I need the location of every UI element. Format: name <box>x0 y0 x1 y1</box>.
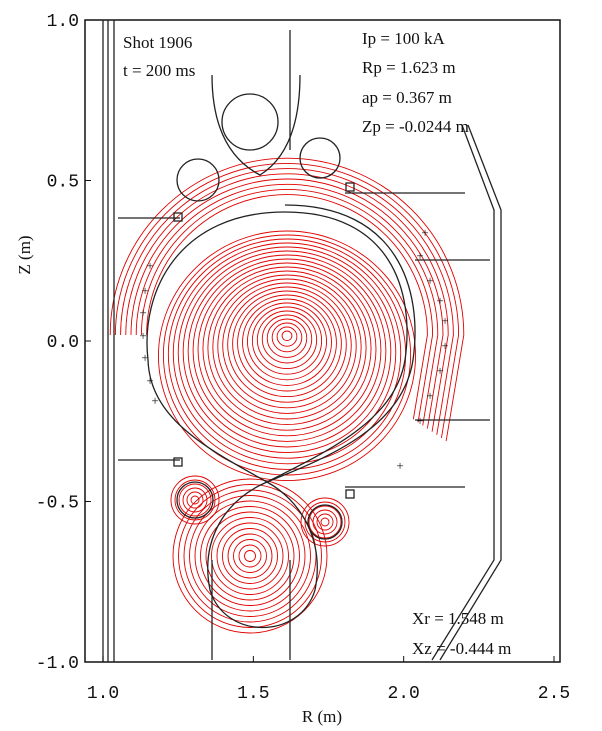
coil-marker: + <box>416 248 423 263</box>
y-axis-label: Z (m) <box>15 235 34 274</box>
contour <box>205 511 295 601</box>
contour <box>216 522 284 590</box>
contour <box>227 286 347 403</box>
contour <box>170 475 220 525</box>
contour <box>200 506 300 606</box>
annotation: Zp = -0.0244 m <box>362 117 469 136</box>
contour <box>187 254 387 448</box>
x-tick-label: 1.0 <box>87 684 119 704</box>
contour <box>146 194 428 420</box>
contour <box>261 314 313 364</box>
y-tick-label: -0.5 <box>36 494 79 514</box>
vessel <box>102 20 502 662</box>
annotation: t = 200 ms <box>123 61 195 80</box>
contour <box>246 302 328 381</box>
coil-marker: + <box>436 363 443 378</box>
contour <box>271 322 303 353</box>
contour <box>109 157 465 442</box>
contour <box>300 497 350 547</box>
annotation: Xr = 1.548 m <box>412 609 504 628</box>
coil-marker: + <box>139 328 146 343</box>
y-tick-label: 0.0 <box>47 333 79 353</box>
contour <box>194 500 306 612</box>
x-tick-label: 2.5 <box>538 684 570 704</box>
contour <box>237 294 337 392</box>
coil-marker: + <box>441 313 448 328</box>
coil-marker: + <box>141 283 148 298</box>
contour <box>182 487 208 513</box>
y-tick-label: -1.0 <box>36 654 79 674</box>
contour <box>172 242 402 465</box>
contour <box>192 258 382 442</box>
contour <box>172 478 328 634</box>
contour <box>256 310 318 370</box>
contour <box>281 330 293 342</box>
x-tick-label: 1.5 <box>237 684 269 704</box>
contour <box>207 270 367 426</box>
contour <box>211 517 289 595</box>
contour <box>182 250 392 454</box>
contour <box>308 505 342 539</box>
annotation: ap = 0.367 m <box>362 88 452 107</box>
contour <box>222 282 352 409</box>
contour <box>120 168 454 435</box>
coil-marker: + <box>396 458 403 473</box>
contour <box>202 266 372 431</box>
coil-marker: + <box>426 388 433 403</box>
coil-marker: + <box>436 293 443 308</box>
coil-marker: + <box>146 373 153 388</box>
contour <box>320 517 330 527</box>
contour <box>177 246 397 459</box>
contour <box>186 491 204 509</box>
contour <box>242 298 332 386</box>
contour <box>125 173 449 432</box>
contour <box>162 234 412 476</box>
y-tick-label: 0.5 <box>47 173 79 193</box>
contour <box>114 162 460 439</box>
contour <box>232 290 342 398</box>
annotation: Rp = 1.623 m <box>362 58 456 77</box>
contour <box>197 262 377 437</box>
plot-frame <box>84 19 561 663</box>
contour <box>251 306 323 375</box>
y-tick-label: 1.0 <box>47 12 79 32</box>
contour <box>238 544 262 568</box>
coil-marker: + <box>139 305 146 320</box>
contour <box>312 509 338 535</box>
coil-marker: + <box>141 350 148 365</box>
contour <box>158 230 416 482</box>
contour <box>304 501 346 543</box>
flux-contours: +++++++++++++++++ <box>109 157 465 634</box>
annotation: Shot 1906 <box>123 33 192 52</box>
coil-marker: + <box>146 258 153 273</box>
contour <box>217 278 357 414</box>
contour <box>244 550 256 562</box>
contour <box>178 483 212 517</box>
contour <box>316 513 334 531</box>
contour <box>167 238 407 470</box>
contour <box>276 326 298 347</box>
contour <box>222 528 278 584</box>
coil-marker: + <box>421 225 428 240</box>
contour <box>178 484 322 628</box>
contour <box>233 539 267 573</box>
coil-marker: + <box>441 338 448 353</box>
coil-marker: + <box>426 273 433 288</box>
annotation: Ip = 100 kA <box>362 29 445 48</box>
contour <box>174 479 216 521</box>
x-tick-label: 2.0 <box>387 684 419 704</box>
contour <box>266 318 308 358</box>
contour <box>227 533 273 579</box>
contour <box>183 489 317 623</box>
coil-marker: + <box>151 393 158 408</box>
annotation: Xz = -0.444 m <box>412 639 511 658</box>
contour <box>140 188 434 423</box>
contour <box>190 495 200 505</box>
x-axis-label: R (m) <box>302 707 342 726</box>
contour <box>189 495 311 617</box>
contour <box>135 183 439 426</box>
contour <box>130 178 444 429</box>
contour <box>212 274 362 420</box>
